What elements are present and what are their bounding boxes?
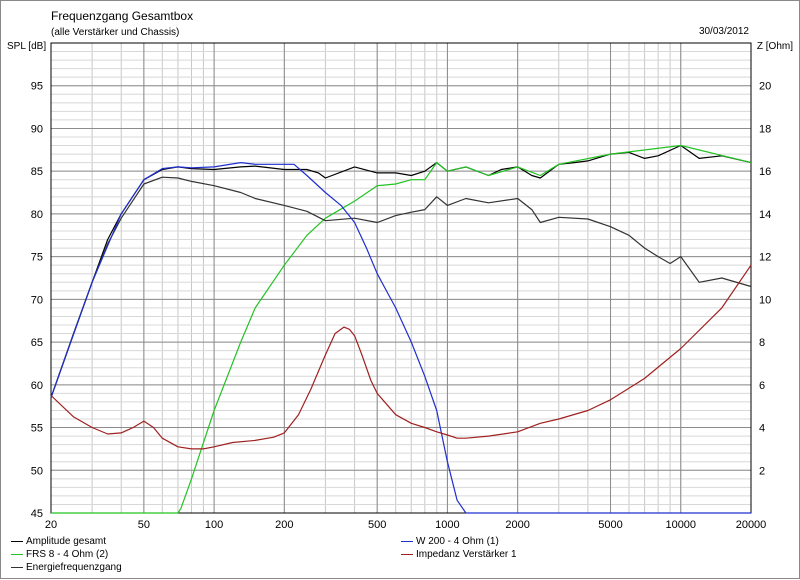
y-tick-label-left: 85: [31, 166, 43, 178]
y-tick-label-left: 95: [31, 81, 43, 93]
y-tick-label-left: 75: [31, 252, 43, 264]
series-line-impedanz-verst-rker-1: [50, 264, 752, 450]
y-tick-label-right: 14: [759, 209, 771, 221]
x-tick-label: 500: [368, 519, 386, 531]
chart-title: Frequenzgang Gesamtbox: [51, 9, 194, 23]
chart-subtitle: (alle Verstärker und Chassis): [51, 27, 180, 38]
x-tick-label: 200: [275, 519, 293, 531]
legend-label: W 200 - 4 Ohm (1): [416, 536, 499, 547]
series-line-w-200-4-ohm-1: [50, 162, 751, 514]
legend-swatch: [401, 541, 413, 542]
right-axis-label: Z [Ohm]: [756, 41, 793, 52]
y-tick-label-left: 60: [31, 380, 43, 392]
legend-item-w200: W 200 - 4 Ohm (1): [401, 536, 499, 547]
legend-label: Amplitude gesamt: [26, 536, 107, 547]
y-tick-label-right: 2: [759, 465, 765, 477]
legend-item-impedance: Impedanz Verstärker 1: [401, 549, 517, 560]
legend-swatch: [11, 541, 23, 542]
y-tick-label-left: 65: [31, 337, 43, 349]
y-tick-label-right: 10: [759, 294, 771, 306]
y-tick-label-left: 80: [31, 209, 43, 221]
left-axis-label: SPL [dB]: [7, 41, 47, 52]
y-tick-label-right: 18: [759, 123, 771, 135]
y-tick-label-left: 50: [31, 465, 43, 477]
legend-label: FRS 8 - 4 Ohm (2): [26, 549, 109, 560]
y-tick-label-right: 6: [759, 380, 765, 392]
series-line-frs-8-4-ohm-2: [51, 144, 752, 514]
y-tick-label-right: 8: [759, 337, 765, 349]
chart-date: 30/03/2012: [698, 26, 749, 37]
y-tick-label-left: 55: [31, 423, 43, 435]
x-tick-label: 5000: [598, 519, 622, 531]
legend-item-amplitude: Amplitude gesamt: [11, 536, 106, 547]
y-tick-label-right: 12: [759, 252, 771, 264]
series-line-energiefrequenzgang: [50, 176, 752, 398]
legend-swatch: [11, 567, 23, 568]
x-tick-label: 10000: [665, 519, 696, 531]
legend-item-frs8: FRS 8 - 4 Ohm (2): [11, 549, 108, 560]
y-tick-label-left: 90: [31, 123, 43, 135]
legend-label: Impedanz Verstärker 1: [416, 549, 517, 560]
x-tick-label: 1000: [435, 519, 459, 531]
y-tick-label-left: 45: [31, 508, 43, 520]
x-tick-label: 50: [138, 519, 150, 531]
y-tick-label-right: 20: [759, 81, 771, 93]
x-tick-label: 2000: [505, 519, 529, 531]
x-tick-label: 20000: [736, 519, 767, 531]
x-tick-label: 20: [45, 519, 57, 531]
y-tick-label-right: 4: [759, 423, 765, 435]
y-tick-label-left: 70: [31, 294, 43, 306]
legend-swatch: [11, 554, 23, 555]
legend-label: Energiefrequenzgang: [26, 562, 122, 573]
legend-swatch: [401, 554, 413, 555]
series-line-amplitude-gesamt: [50, 144, 752, 398]
x-tick-label: 100: [205, 519, 223, 531]
plot-area-border: [50, 42, 752, 514]
y-tick-label-right: 16: [759, 166, 771, 178]
legend-item-energy: Energiefrequenzgang: [11, 562, 122, 573]
